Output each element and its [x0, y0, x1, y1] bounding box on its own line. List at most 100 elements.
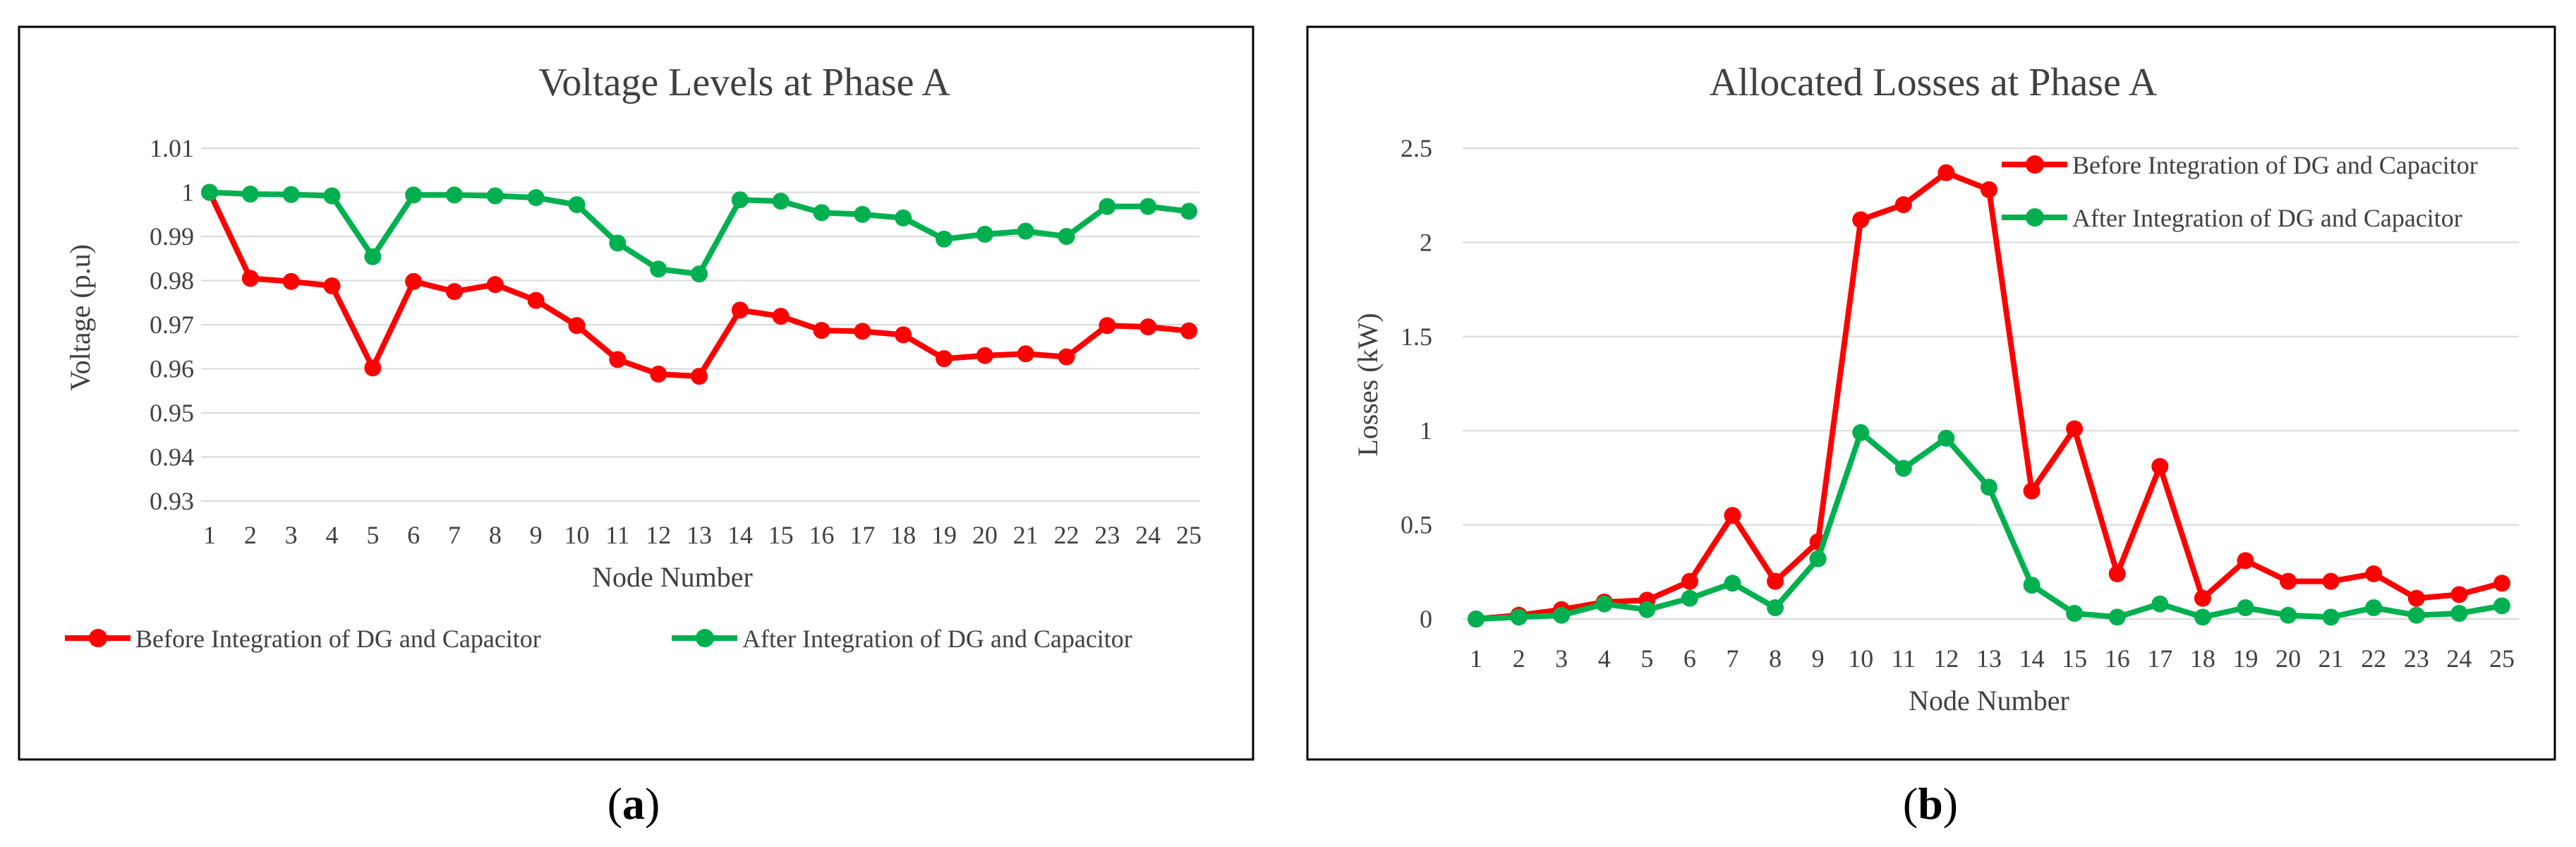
chart-a-series-1-point	[895, 209, 912, 227]
chart-a-series-1-point	[691, 265, 708, 283]
chart-b-series-0-point	[2194, 589, 2211, 607]
chart-b-series-0-point	[1852, 211, 1870, 229]
chart-b-series-0-point	[2450, 586, 2468, 603]
chart-b-xtick-label: 22	[2361, 644, 2386, 673]
chart-b-xtick-label: 12	[1933, 644, 1959, 673]
chart-a-series-0-point	[486, 276, 504, 294]
chart-b-xtick-label: 6	[1683, 644, 1696, 673]
chart-b-xtick-label: 5	[1640, 644, 1653, 673]
chart-a-legend: Before Integration of DG and Capacitor A…	[65, 625, 1132, 653]
chart-a-series-0-point	[854, 323, 871, 340]
chart-b-xtick-label: 13	[1976, 644, 2002, 673]
chart-a-series-0-point	[323, 277, 341, 294]
chart-b-series-0-point	[2365, 565, 2383, 582]
chart-a-series-0-point	[731, 301, 749, 319]
legend-a-before-label: Before Integration of DG and Capacitor	[135, 625, 541, 653]
chart-b-legend: Before Integration of DG and Capacitor A…	[2002, 151, 2478, 232]
chart-b-xtick-label: 14	[2019, 644, 2045, 673]
chart-a-series-0-point	[1180, 322, 1197, 340]
chart-b-series-1-point	[2151, 595, 2169, 613]
chart-a-series	[201, 184, 1197, 385]
chart-b-series-1-point	[1981, 479, 1997, 496]
chart-b-series-1-point	[2365, 599, 2383, 616]
chart-a-series-1-point	[282, 186, 300, 203]
chart-b-series-1-point	[1638, 601, 1656, 618]
chart-a-series-1-point	[405, 186, 423, 204]
chart-b-xtick-label: 10	[1848, 644, 1873, 673]
chart-b-series-1-point	[1809, 550, 1827, 567]
chart-a-series-0-point	[446, 283, 463, 301]
chart-b-xtick-label: 9	[1812, 644, 1825, 673]
chart-a-ytick-label: 0.96	[150, 355, 194, 383]
chart-a-xtick-label: 25	[1176, 521, 1202, 549]
chart-a-xtick-label: 1	[203, 521, 216, 549]
chart-a-xtick-label: 17	[849, 521, 875, 549]
legend-b-before-label: Before Integration of DG and Capacitor	[2072, 151, 2478, 179]
chart-a-series-0-point	[1017, 345, 1034, 363]
chart-a-xtick-label: 6	[407, 521, 420, 549]
chart-b-series-1-point	[2450, 604, 2468, 622]
chart-b-title: Allocated Losses at Phase A	[1710, 61, 2158, 104]
chart-b-series-1-point	[2322, 608, 2340, 626]
chart-a-series-1-point	[936, 230, 953, 248]
chart-a-series-1-point	[568, 196, 586, 213]
chart-b-series-0-point	[2108, 565, 2126, 582]
chart-b-xtick-label: 16	[2105, 644, 2130, 673]
chart-a-ytick-label: 1	[181, 179, 194, 207]
chart-a-series-1-point	[1099, 198, 1116, 215]
chart-a-series-1-point	[1139, 198, 1157, 215]
chart-b-xtick-label: 23	[2404, 644, 2429, 673]
chart-a-series-0-point	[527, 292, 545, 309]
chart-b-series-0-point	[1681, 572, 1698, 590]
chart-b-xtick-label: 1	[1470, 644, 1482, 673]
chart-b-xtick-label: 17	[2147, 644, 2172, 673]
chart-b-series-1-point	[2280, 606, 2297, 624]
chart-a-xtick-label: 4	[326, 521, 339, 549]
chart-a-series-0-point	[1139, 318, 1157, 336]
chart-a-xtick-label: 24	[1135, 521, 1161, 549]
chart-a-series-1-point	[772, 193, 790, 210]
chart-b-series-1-point	[1681, 589, 1698, 607]
chart-a-ytick-label: 1.01	[150, 134, 194, 162]
chart-b-series-1-point	[1553, 606, 1571, 624]
chart-b-series-0-point	[1767, 572, 1784, 590]
chart-b-series-1-point	[1894, 459, 1912, 477]
chart-a-series-1-point	[323, 187, 341, 205]
caption-b: (b)	[1903, 779, 1958, 829]
chart-a-series-0-point	[405, 272, 423, 290]
chart-b-ytick-label: 2.5	[1401, 134, 1432, 162]
chart-b: Allocated Losses at Phase A 0 0.5 1 1.5 2 2.5…	[1306, 25, 2556, 761]
chart-a-series-0-point	[976, 347, 993, 364]
chart-b-series-0-point	[2151, 457, 2169, 475]
chart-b-grid	[1463, 148, 2519, 620]
chart-b-xtick-label: 7	[1727, 644, 1739, 673]
chart-b-series-0-point	[1937, 164, 1955, 181]
chart-a-series-1-point	[731, 191, 749, 209]
chart-b-xtick-label: 8	[1769, 644, 1782, 673]
chart-a-xtick-label: 19	[931, 521, 957, 549]
chart-b-series-0-point	[2407, 589, 2425, 607]
chart-a-ytick-label: 0.95	[150, 399, 194, 427]
chart-a-series-0-point	[568, 317, 586, 335]
legend-b-after-marker	[2026, 208, 2044, 227]
chart-b-series-1-point	[1767, 599, 1784, 616]
chart-b-xtick-label: 21	[2318, 644, 2344, 673]
chart-a-xticks: 1 2 3 4 5 6 7 8 9 10 11 12 13 14 15 16 17 18 19 20 21 22 23 24 2…	[203, 521, 1202, 549]
chart-a-ytick-label: 0.97	[150, 311, 194, 339]
chart-b-xtick-label: 20	[2275, 644, 2301, 673]
chart-b-series-1-point	[2194, 608, 2211, 626]
chart-a-xtick-label: 21	[1013, 521, 1039, 549]
legend-a-after-marker	[696, 629, 714, 647]
chart-a-series-1-point	[813, 204, 830, 222]
chart-a-series-0-point	[936, 350, 953, 368]
chart-a-ytick-label: 0.93	[150, 487, 194, 515]
chart-a-series-1-point	[1017, 222, 1034, 240]
chart-a-series-0-point	[895, 326, 912, 344]
chart-a-ytick-label: 0.99	[150, 222, 194, 251]
chart-a-series-0-point	[691, 368, 708, 385]
chart-b-series-0-point	[2066, 420, 2084, 438]
chart-a-xtick-label: 14	[727, 521, 753, 549]
chart-a-xtick-label: 15	[768, 521, 794, 549]
chart-a-series-1-point	[976, 225, 993, 243]
chart-b-xtick-label: 18	[2190, 644, 2215, 673]
